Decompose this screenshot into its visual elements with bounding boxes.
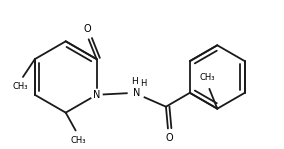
Circle shape (129, 76, 140, 87)
Circle shape (82, 24, 93, 35)
Text: H: H (140, 79, 146, 88)
Circle shape (128, 85, 144, 101)
Text: CH₃: CH₃ (71, 136, 86, 145)
Circle shape (14, 82, 26, 92)
Text: N: N (133, 88, 140, 98)
Circle shape (164, 133, 174, 144)
Circle shape (202, 73, 213, 83)
Text: CH₃: CH₃ (12, 82, 28, 91)
Text: CH₃: CH₃ (200, 73, 215, 82)
Circle shape (138, 79, 148, 89)
Text: O: O (84, 24, 91, 34)
Text: H: H (131, 77, 138, 86)
Circle shape (91, 89, 102, 100)
Text: O: O (165, 133, 173, 143)
Text: N: N (93, 90, 100, 100)
Circle shape (73, 135, 84, 146)
